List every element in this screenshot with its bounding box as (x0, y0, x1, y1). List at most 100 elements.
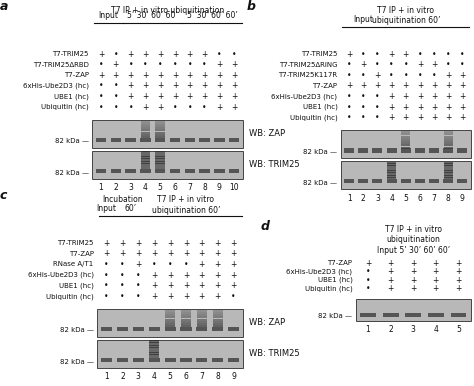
Bar (97, 309, 243, 337)
Text: UBE1 (hc): UBE1 (hc) (302, 104, 337, 110)
Text: +: + (183, 271, 189, 279)
Bar (155, 138, 165, 142)
Text: 1: 1 (104, 372, 109, 381)
Text: +: + (388, 49, 395, 59)
Text: •: • (432, 49, 436, 59)
Text: +: + (445, 71, 451, 80)
Text: d: d (261, 220, 270, 233)
Bar (141, 160, 150, 162)
Text: +: + (157, 71, 164, 80)
Bar (444, 147, 453, 149)
Text: +: + (157, 92, 164, 101)
Text: +: + (374, 71, 381, 80)
Bar (155, 153, 165, 155)
Bar (415, 148, 425, 153)
Text: •: • (173, 103, 177, 112)
Text: T7-ZAP: T7-ZAP (328, 260, 353, 266)
Text: +: + (142, 49, 149, 59)
Text: +: + (402, 49, 409, 59)
Bar (155, 167, 165, 169)
Text: +: + (151, 292, 157, 301)
Text: •: • (217, 49, 222, 59)
Bar (117, 327, 128, 331)
Text: •: • (361, 113, 365, 122)
Text: 6xHis-Ube2D3 (hc): 6xHis-Ube2D3 (hc) (286, 269, 353, 275)
Text: 6: 6 (173, 183, 177, 192)
Text: +: + (201, 49, 208, 59)
Text: •: • (136, 281, 141, 290)
Bar (457, 148, 467, 153)
Text: Ubiquitin (hc): Ubiquitin (hc) (290, 115, 337, 121)
Text: +: + (215, 271, 221, 279)
Text: +: + (135, 239, 142, 248)
Bar (444, 172, 453, 174)
Bar (117, 358, 128, 362)
Bar (165, 317, 175, 318)
Bar (197, 325, 207, 327)
Bar (197, 318, 207, 320)
Text: 82 kDa —: 82 kDa — (55, 138, 89, 144)
Text: +: + (445, 81, 451, 90)
Text: +: + (151, 249, 157, 258)
Text: +: + (151, 239, 157, 248)
Bar (212, 323, 223, 325)
Text: +: + (216, 81, 223, 90)
Bar (405, 313, 421, 317)
Text: +: + (142, 103, 149, 112)
Text: +: + (459, 103, 465, 112)
Bar (341, 130, 471, 158)
Bar (184, 169, 195, 173)
Bar (181, 358, 191, 362)
Text: •: • (446, 49, 450, 59)
Text: Ubiquitin (hc): Ubiquitin (hc) (46, 293, 94, 300)
Bar (444, 135, 453, 137)
Text: +: + (135, 260, 142, 269)
Text: +: + (199, 260, 205, 269)
Bar (165, 323, 175, 325)
Bar (155, 127, 165, 129)
Text: 5: 5 (456, 325, 461, 334)
Text: •: • (104, 281, 109, 290)
Text: +: + (455, 276, 462, 285)
Text: +: + (157, 81, 164, 90)
Bar (401, 140, 410, 142)
Bar (197, 321, 207, 323)
Bar (141, 153, 150, 155)
Text: 9: 9 (231, 372, 236, 381)
Text: +: + (388, 92, 395, 101)
Text: +: + (410, 284, 416, 293)
Bar (165, 312, 175, 314)
Text: +: + (431, 103, 437, 112)
Text: •: • (347, 60, 351, 69)
Bar (401, 135, 410, 137)
Bar (141, 154, 150, 157)
Bar (444, 165, 453, 168)
Text: +: + (230, 239, 237, 248)
Bar (387, 179, 397, 183)
Bar (444, 177, 453, 179)
Text: UBE1 (hc): UBE1 (hc) (54, 93, 89, 100)
Text: +: + (346, 81, 352, 90)
Bar (344, 179, 354, 183)
Text: +: + (455, 284, 462, 293)
Text: +: + (119, 239, 126, 248)
Text: 2: 2 (361, 194, 365, 203)
Text: +: + (215, 292, 221, 301)
Text: ubiquitination 60’: ubiquitination 60’ (152, 205, 220, 215)
Text: •: • (432, 71, 436, 80)
Text: T7-ZAP: T7-ZAP (69, 251, 94, 257)
Text: +: + (151, 271, 157, 279)
Text: +: + (231, 81, 237, 90)
Bar (155, 134, 165, 136)
Bar (165, 314, 175, 316)
Bar (200, 138, 210, 142)
Text: 1: 1 (99, 183, 103, 192)
Text: 82 kDa —: 82 kDa — (319, 313, 353, 319)
Text: +: + (365, 259, 371, 268)
Bar (444, 144, 453, 146)
Bar (140, 169, 151, 173)
Bar (96, 138, 106, 142)
Text: •: • (184, 260, 188, 269)
Text: +: + (231, 60, 237, 69)
Bar (197, 310, 207, 312)
